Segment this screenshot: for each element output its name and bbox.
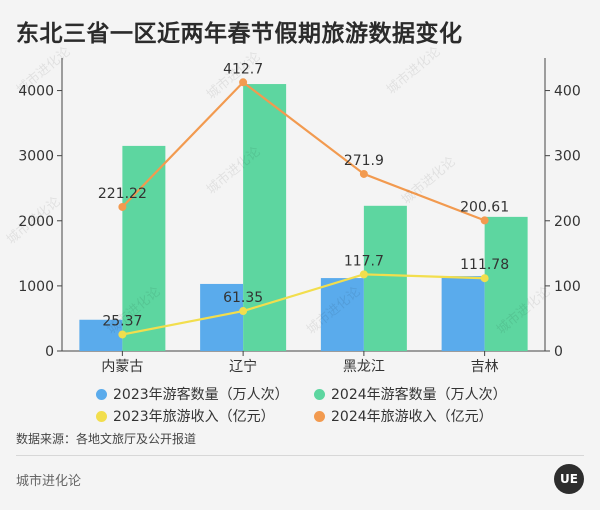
- bar-2024-visitors: [122, 145, 166, 351]
- x-tick-label: 内蒙古: [101, 359, 143, 375]
- point-2023-revenue: [359, 270, 368, 279]
- legend-item-2023-revenue: 2023年旅游收入（亿元）: [96, 406, 314, 426]
- line-2023-revenue: [122, 273, 485, 336]
- data-label-2024-revenue: 412.7: [223, 61, 263, 77]
- legend-item-2024-revenue: 2024年旅游收入（亿元）: [314, 406, 532, 426]
- legend-label-2023-visitors: 2023年游客数量（万人次）: [113, 387, 289, 403]
- line-2024-revenue: [121, 80, 486, 222]
- y-tick-label-right: 200: [554, 214, 581, 230]
- point-2024-revenue: [359, 169, 368, 178]
- chart-canvas: 0 1000 2000 3000 4000 0 100 200 300 400 内蒙古 辽宁 黑龙江 吉林…: [18, 58, 581, 375]
- legend: 2023年游客数量（万人次） 2024年游客数量（万人次） 2023年旅游收入（…: [96, 383, 566, 427]
- legend-swatch-2023-visitors: [96, 388, 107, 400]
- legend-swatch-2024-visitors: [314, 388, 325, 400]
- point-2024-revenue: [480, 216, 489, 225]
- point-2023-revenue: [480, 274, 489, 283]
- bar-2024-visitors: [484, 216, 528, 351]
- data-label-2024-revenue: 221.22: [98, 186, 147, 202]
- legend-swatch-2024-revenue: [314, 410, 325, 422]
- y-tick-label-left: 0: [45, 344, 54, 360]
- y-tick-label-left: 3000: [18, 149, 54, 165]
- bar-2023-visitors: [320, 278, 364, 351]
- y-tick-label-right: 0: [554, 344, 563, 360]
- bar-2023-visitors: [441, 276, 485, 351]
- legend-label-2023-revenue: 2023年旅游收入（亿元）: [113, 409, 275, 425]
- data-label-2024-revenue: 200.61: [460, 199, 509, 215]
- data-source-note: 数据来源：各地文旅厅及公开报道: [16, 432, 197, 446]
- point-2024-revenue: [239, 78, 248, 87]
- data-label-2024-revenue: 271.9: [344, 153, 384, 169]
- data-label-2023-revenue: 25.37: [102, 313, 142, 329]
- legend-item-2024-visitors: 2024年游客数量（万人次）: [314, 384, 532, 404]
- data-label-2023-revenue: 61.35: [223, 290, 263, 306]
- y-tick-label-right: 100: [554, 279, 581, 295]
- legend-label-2024-revenue: 2024年旅游收入（亿元）: [331, 409, 493, 425]
- chart-title: 东北三省一区近两年春节假期旅游数据变化: [16, 21, 463, 47]
- data-label-2023-revenue: 111.78: [460, 257, 509, 273]
- legend-label-2024-visitors: 2024年游客数量（万人次）: [331, 387, 507, 403]
- bar-2023-visitors: [79, 319, 123, 351]
- brand-logo: UE: [554, 464, 584, 494]
- bar-2024-visitors: [363, 205, 407, 351]
- legend-item-2023-visitors: 2023年游客数量（万人次）: [96, 384, 314, 404]
- footer-divider: [16, 455, 584, 456]
- y-tick-label-right: 400: [554, 84, 581, 100]
- x-tick-label: 辽宁: [229, 358, 257, 375]
- point-2024-revenue: [118, 202, 127, 211]
- legend-swatch-2023-revenue: [96, 410, 107, 422]
- y-tick-label-left: 4000: [18, 84, 54, 100]
- bar-2024-visitors: [243, 84, 287, 352]
- x-tick-label: 黑龙江: [343, 359, 385, 375]
- point-2023-revenue: [118, 330, 127, 339]
- y-tick-label-right: 300: [554, 149, 581, 165]
- y-tick-label-left: 2000: [18, 214, 54, 230]
- brand-name: 城市进化论: [16, 474, 82, 489]
- x-tick-label: 吉林: [471, 359, 499, 375]
- y-tick-label-left: 1000: [18, 279, 54, 295]
- point-2023-revenue: [239, 307, 248, 316]
- data-label-2023-revenue: 117.7: [344, 253, 384, 269]
